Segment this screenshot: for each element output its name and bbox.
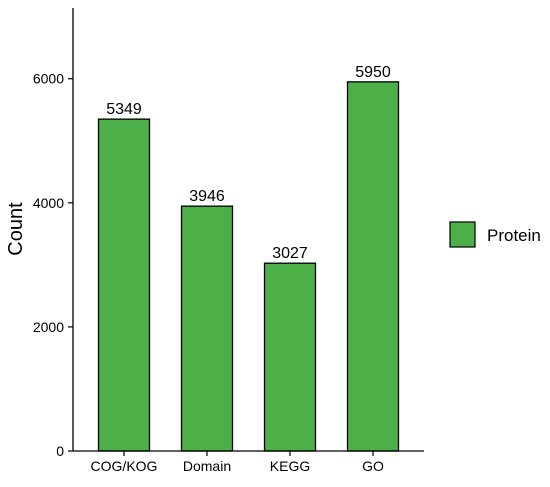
y-axis-title: Count xyxy=(5,202,27,256)
x-tick-label: GO xyxy=(362,458,384,474)
x-tick-label: Domain xyxy=(183,458,231,474)
x-tick-label: KEGG xyxy=(270,458,310,474)
bar-kegg xyxy=(263,262,317,452)
y-tick-label: 2000 xyxy=(33,319,64,335)
bars-layer xyxy=(97,81,400,452)
legend-swatch-protein xyxy=(449,221,476,248)
bar-value-label: 5950 xyxy=(355,64,391,81)
legend-label-protein: Protein xyxy=(487,226,541,245)
bar-value-label: 3946 xyxy=(189,188,225,205)
bar-value-label: 3027 xyxy=(272,245,308,262)
legend: Protein xyxy=(449,221,541,248)
bar-go xyxy=(346,81,400,452)
bar-value-label: 5349 xyxy=(106,101,142,118)
x-ticks-layer: COG/KOG Domain KEGG GO xyxy=(91,451,384,474)
x-tick-label: COG/KOG xyxy=(91,458,158,474)
y-tick-label: 4000 xyxy=(33,195,64,211)
y-ticks-layer: 0 2000 4000 6000 xyxy=(33,71,73,459)
value-labels-layer: 5349 3946 3027 5950 xyxy=(106,64,391,262)
y-tick-label: 6000 xyxy=(33,71,64,87)
y-tick-label: 0 xyxy=(56,443,64,459)
bar-domain xyxy=(180,205,234,452)
bar-cog-kog xyxy=(97,118,151,452)
